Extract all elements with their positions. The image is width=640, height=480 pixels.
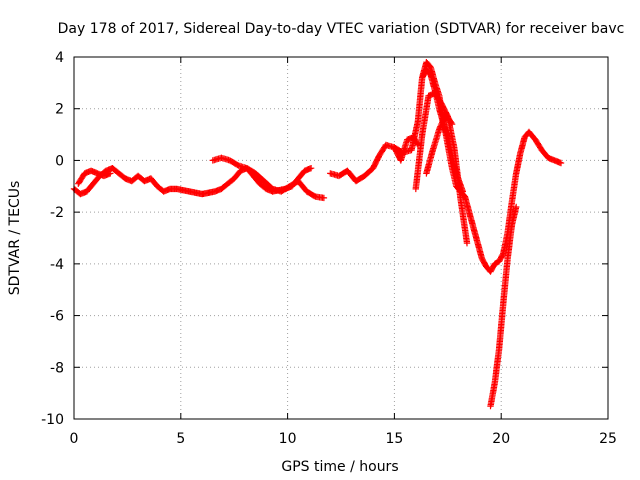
x-axis-label: GPS time / hours (281, 459, 398, 475)
y-tick-label: -10 (41, 412, 64, 428)
axis-ticks: 0 5 10 15 20 25 -10 -8 -6 -4 -2 0 2 4 (41, 50, 617, 447)
series-trace-h (423, 110, 456, 177)
data-point-markers (209, 154, 328, 202)
plot-frame (73, 56, 609, 420)
x-tick-label: 10 (279, 431, 297, 447)
x-tick-label: 25 (599, 431, 617, 447)
x-tick-label: 5 (176, 431, 185, 447)
y-tick-label: 2 (55, 102, 64, 118)
series-trace-c (209, 154, 328, 202)
y-tick-label: 0 (55, 153, 64, 169)
y-tick-label: 4 (55, 50, 64, 66)
grid-lines (74, 57, 608, 419)
series-trace-b (75, 167, 114, 187)
y-axis-label: SDTVAR / TECUs (7, 181, 23, 296)
y-tick-label: -4 (50, 257, 64, 273)
y-tick-label: -2 (50, 205, 64, 221)
series-trace-i (487, 203, 520, 410)
data-point-markers (75, 167, 114, 187)
data-point-markers (487, 203, 520, 410)
chart-title: Day 178 of 2017, Sidereal Day-to-day VTE… (58, 21, 625, 37)
y-tick-label: -6 (50, 309, 64, 325)
x-tick-label: 20 (492, 431, 510, 447)
y-tick-label: -8 (50, 360, 64, 376)
x-tick-label: 0 (70, 431, 79, 447)
data-point-markers (423, 110, 456, 177)
data-markers (70, 59, 565, 410)
x-tick-label: 15 (385, 431, 403, 447)
